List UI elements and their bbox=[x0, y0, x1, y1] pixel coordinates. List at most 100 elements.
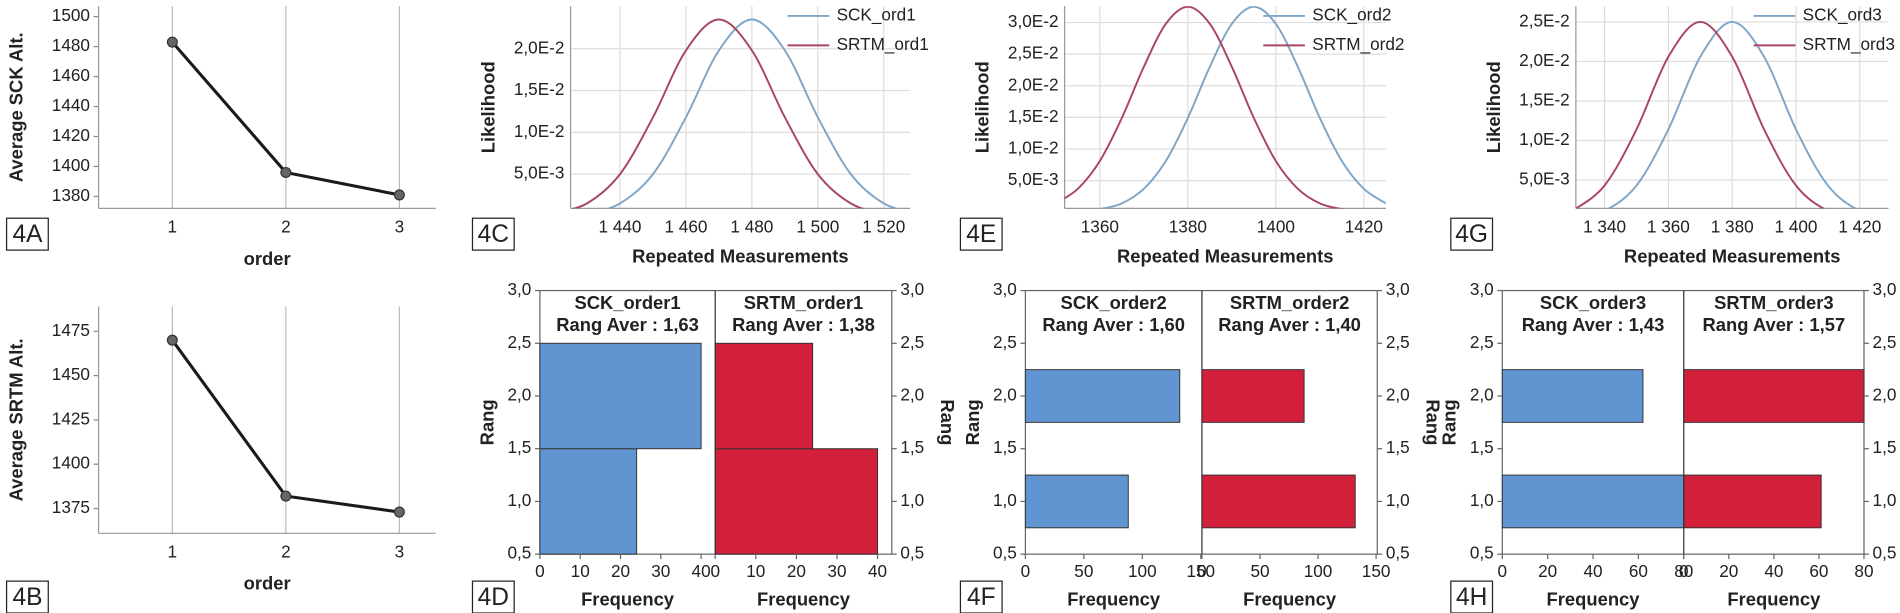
x-axis-label: Frequency bbox=[757, 589, 851, 610]
x-tick-label: 50 bbox=[1250, 561, 1269, 581]
y-tick-label: 1,5 bbox=[1873, 437, 1897, 457]
y-axis-label: Average SRTM Alt. bbox=[5, 338, 26, 501]
y-tick-label: 0,5 bbox=[993, 543, 1017, 563]
y-tick-label: 0,5 bbox=[1386, 543, 1410, 563]
legend-label: SCK_ord3 bbox=[1803, 4, 1882, 24]
x-tick-label: 60 bbox=[1629, 561, 1648, 581]
y-tick-label: 2,0E-2 bbox=[1008, 74, 1059, 94]
x-tick-label: 0 bbox=[535, 561, 545, 581]
x-axis-label: Frequency bbox=[1243, 589, 1337, 610]
series-subtitle: Rang Aver : 1,43 bbox=[1522, 314, 1665, 335]
x-tick-label: 1 500 bbox=[796, 217, 839, 237]
data-point bbox=[280, 490, 292, 502]
panel-label-box bbox=[959, 580, 1003, 613]
series-subtitle: Rang Aver : 1,40 bbox=[1218, 314, 1361, 335]
series-title: SCK_order3 bbox=[1540, 292, 1646, 313]
x-axis-label: Frequency bbox=[581, 589, 675, 610]
series-title: SCK_order1 bbox=[574, 292, 680, 313]
y-tick-label: 2,0E-2 bbox=[1519, 50, 1570, 70]
y-tick-label: 2,0 bbox=[1470, 385, 1494, 405]
y-tick-label: 2,0E-2 bbox=[514, 37, 565, 57]
x-tick-label: 1 420 bbox=[1838, 217, 1881, 237]
x-tick-label: 20 bbox=[787, 561, 806, 581]
y-tick-label: 1,0 bbox=[1386, 490, 1410, 510]
y-tick-label: 1440 bbox=[52, 95, 90, 115]
bar bbox=[1024, 474, 1129, 529]
y-tick-label: 2,5 bbox=[507, 332, 531, 352]
legend-label: SRTM_ord3 bbox=[1803, 34, 1895, 54]
y-tick-label: 2,5 bbox=[1873, 332, 1897, 352]
panel-label: 4F bbox=[967, 584, 996, 611]
y-tick-label: 1,0 bbox=[507, 490, 531, 510]
x-tick-label: 1 360 bbox=[1647, 217, 1690, 237]
y-tick-label: 1450 bbox=[52, 364, 90, 384]
density-curve bbox=[571, 18, 865, 209]
y-tick-label: 3,0 bbox=[507, 279, 531, 299]
x-axis-label: Repeated Measurements bbox=[1624, 245, 1841, 266]
y-tick-label: 1,5 bbox=[507, 437, 531, 457]
data-point bbox=[280, 166, 292, 178]
y-tick-label: 1400 bbox=[52, 453, 90, 473]
panel-label-box bbox=[959, 217, 1003, 251]
x-tick-label: 80 bbox=[1854, 561, 1873, 581]
y-tick-label: 1480 bbox=[52, 35, 90, 55]
y-tick-label: 3,0 bbox=[1386, 279, 1410, 299]
y-tick-label: 1500 bbox=[52, 5, 90, 25]
y-tick-label: 3,0 bbox=[1470, 279, 1494, 299]
panel-label: 4B bbox=[12, 584, 42, 611]
legend-label: SCK_ord1 bbox=[837, 4, 916, 24]
x-axis-label: Repeated Measurements bbox=[1117, 245, 1334, 266]
y-tick-label: 5,0E-3 bbox=[514, 163, 565, 183]
y-tick-label: 5,0E-3 bbox=[1519, 169, 1570, 189]
series-subtitle: Rang Aver : 1,63 bbox=[556, 314, 699, 335]
y-tick-label: 0,5 bbox=[900, 543, 924, 563]
density-curve bbox=[1607, 20, 1858, 209]
y-tick-label: 1,0 bbox=[1873, 490, 1897, 510]
y-tick-label: 1,0 bbox=[993, 490, 1017, 510]
x-tick-label: 0 bbox=[1197, 561, 1207, 581]
series-subtitle: Rang Aver : 1,38 bbox=[732, 314, 875, 335]
y-tick-label: 1475 bbox=[52, 320, 90, 340]
y-tick-label: 1375 bbox=[52, 497, 90, 517]
panel-label: 4C bbox=[478, 221, 509, 248]
y-tick-label: 1400 bbox=[52, 155, 90, 175]
x-axis-label: order bbox=[244, 248, 291, 269]
x-tick-label: 40 bbox=[1764, 561, 1783, 581]
x-tick-label: 100 bbox=[1304, 561, 1333, 581]
density-curve bbox=[1575, 20, 1826, 209]
x-tick-label: 2 bbox=[281, 541, 291, 561]
x-axis-label: Repeated Measurements bbox=[632, 245, 848, 266]
x-tick-label: 30 bbox=[827, 561, 846, 581]
panel-label: 4H bbox=[1456, 584, 1487, 611]
y-tick-label: 0,5 bbox=[507, 543, 531, 563]
y-axis-label: Likelihood bbox=[972, 61, 993, 153]
y-tick-label: 1380 bbox=[52, 185, 90, 205]
bar bbox=[1683, 369, 1865, 423]
y-tick-label: 2,5 bbox=[1470, 332, 1494, 352]
panel-label-box bbox=[471, 580, 515, 613]
panel-label-box bbox=[5, 580, 49, 613]
y-tick-label: 3,0E-2 bbox=[1008, 11, 1059, 31]
bar bbox=[1501, 474, 1685, 529]
x-tick-label: 1 bbox=[168, 217, 178, 237]
x-tick-label: 3 bbox=[395, 541, 405, 561]
y-axis-label: Rang bbox=[937, 399, 958, 445]
y-tick-label: 2,5E-2 bbox=[1008, 43, 1059, 63]
x-tick-label: 2 bbox=[281, 217, 291, 237]
y-tick-label: 3,0 bbox=[900, 279, 924, 299]
x-tick-label: 40 bbox=[692, 561, 711, 581]
bar bbox=[1024, 369, 1181, 423]
bar bbox=[539, 448, 638, 555]
y-tick-label: 1,5 bbox=[900, 437, 924, 457]
x-tick-label: 1360 bbox=[1081, 217, 1119, 237]
x-tick-label: 20 bbox=[1719, 561, 1738, 581]
series-title: SRTM_order1 bbox=[744, 292, 863, 313]
bar bbox=[1201, 369, 1305, 423]
series-title: SRTM_order3 bbox=[1714, 292, 1833, 313]
series-subtitle: Rang Aver : 1,57 bbox=[1703, 314, 1846, 335]
x-axis-label: Frequency bbox=[1727, 589, 1821, 610]
x-tick-label: 1420 bbox=[1345, 217, 1383, 237]
x-tick-label: 10 bbox=[571, 561, 590, 581]
